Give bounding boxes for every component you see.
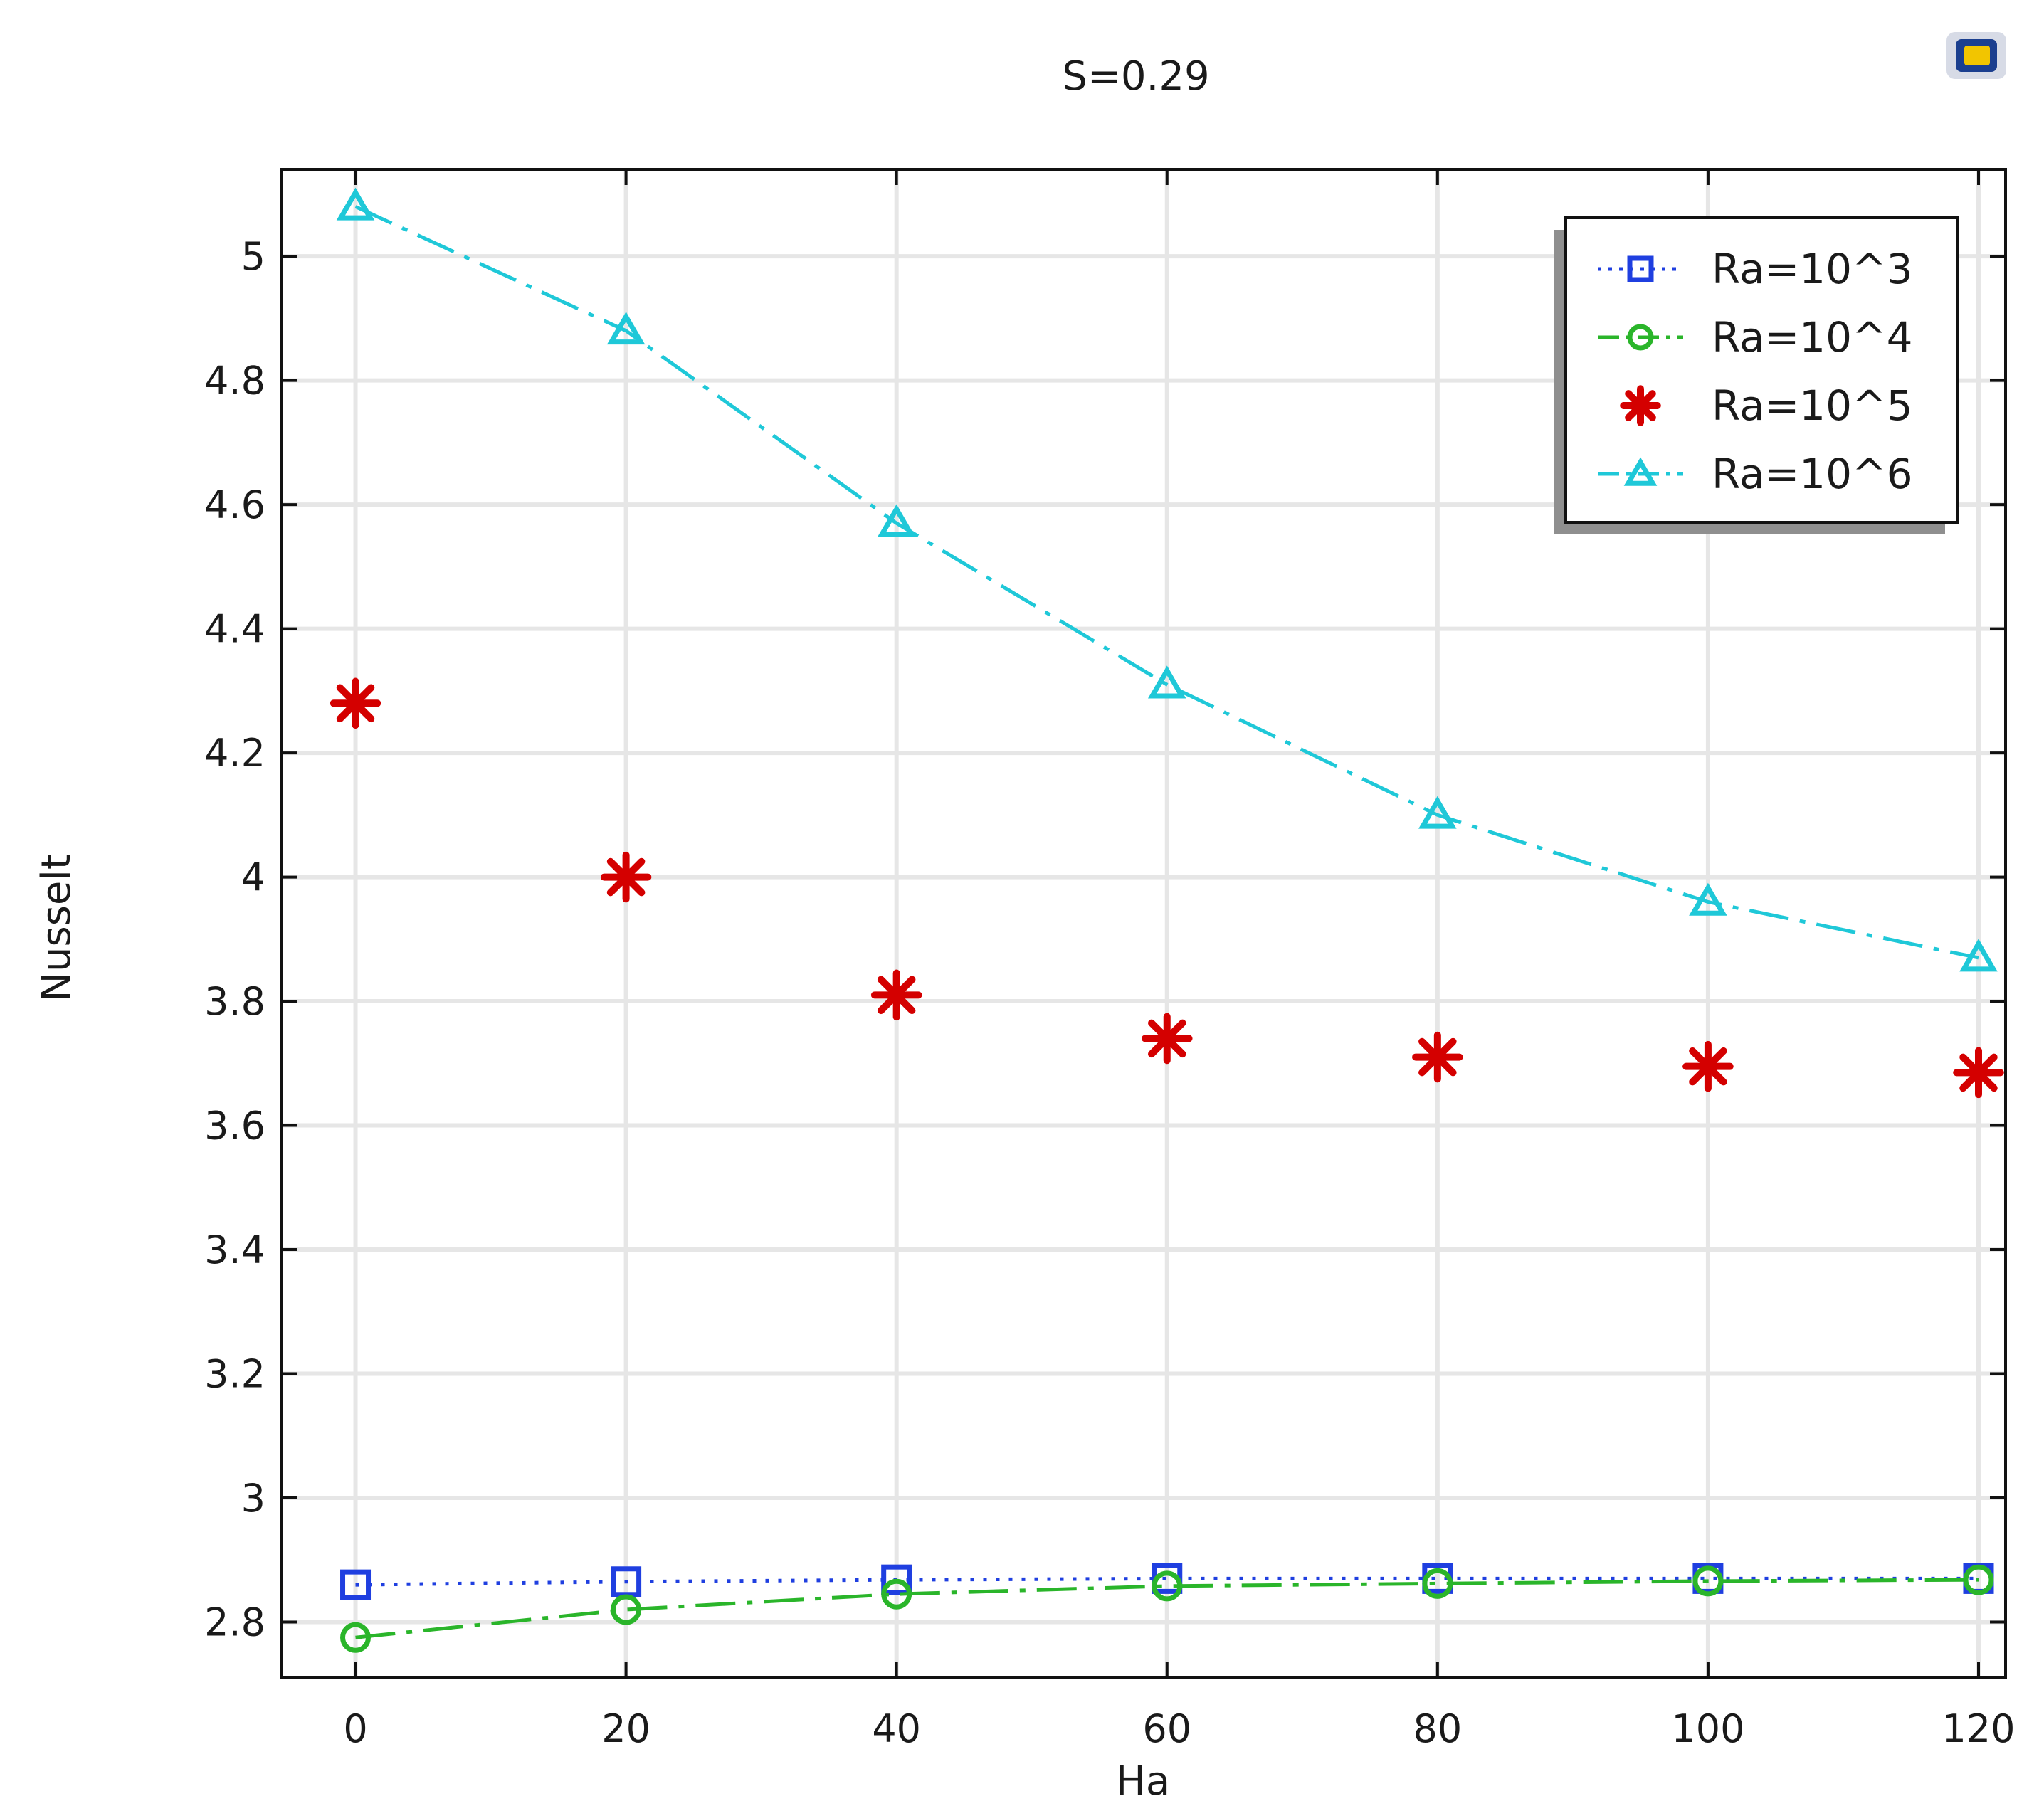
x-tick-label: 100 [1671,1706,1744,1751]
series-line [354,205,1979,960]
data-point [1689,882,1727,916]
data-point [877,504,916,537]
data-point [881,1564,912,1595]
legend-label: Ra=10^4 [1712,313,1912,361]
y-tick-label: 4.8 [204,359,265,403]
data-point [340,1569,372,1600]
legend-marker [1623,457,1658,486]
legend-entry: Ra=10^5 [1620,381,1912,430]
y-tick-label: 4.6 [204,482,265,527]
legend-marker [1620,385,1661,426]
data-point [1963,1564,1994,1595]
y-tick-label: 4.2 [204,731,265,776]
y-tick-label: 4.4 [204,607,265,652]
data-point [606,312,646,345]
x-tick-label: 40 [872,1706,921,1751]
data-point [1682,1040,1734,1092]
legend-marker [1627,324,1654,351]
data-point [1959,939,1998,972]
data-point [600,851,652,903]
data-point [1422,1568,1453,1599]
legend-label: Ra=10^5 [1712,381,1912,430]
data-point [870,969,922,1021]
series-4 [336,187,1998,972]
y-axis-title: Nusselt [33,854,80,1002]
data-point [1418,796,1457,829]
data-point [1152,1570,1183,1602]
y-tick-label: 5 [241,234,265,279]
image-icon[interactable] [1946,32,2006,79]
data-point [1692,1565,1724,1597]
series-3 [330,677,2004,1099]
y-tick-label: 2.8 [204,1600,265,1644]
plot-frame [280,168,2007,1679]
legend-label: Ra=10^3 [1712,245,1912,293]
chart-title: S=0.29 [1062,53,1209,100]
data-point [340,1622,372,1653]
x-tick-label: 60 [1142,1706,1191,1751]
data-point [330,677,381,729]
legend-label: Ra=10^6 [1712,450,1912,498]
grid [281,169,2006,1678]
data-point [336,187,375,221]
legend: Ra=10^3 Ra=10^4 Ra=10^5 Ra=10^6 [1554,216,1959,534]
series-line [355,1578,1979,1639]
y-tick-label: 3.8 [204,979,265,1024]
series-layer [330,187,2004,1653]
legend-entry: Ra=10^3 [1598,245,1912,293]
x-tick-label: 120 [1942,1706,2015,1751]
legend-entry: Ra=10^6 [1598,450,1912,498]
data-point [1147,665,1186,699]
x-tick-label: 20 [601,1706,650,1751]
ticks: 0 20 40 60 80 100 120 2.8 3 3.2 3.4 3.6 3.8 4 4.2 4.4 4.… [204,169,2016,1751]
y-tick-label: 3 [241,1476,265,1521]
series-line [355,1576,1979,1587]
y-tick-label: 3.6 [204,1104,265,1148]
legend-entry: Ra=10^4 [1598,313,1912,361]
x-tick-label: 0 [343,1706,367,1751]
y-tick-label: 4 [241,855,265,900]
x-axis-title: Ha [1116,1758,1170,1801]
data-point [1141,1013,1193,1065]
data-point [881,1578,912,1610]
y-tick-label: 3.2 [204,1352,265,1397]
data-point [1953,1047,2004,1099]
data-point [611,1594,642,1625]
legend-marker [1627,255,1654,282]
y-tick-label: 3.4 [204,1227,265,1272]
series-2 [340,1564,1994,1653]
x-tick-label: 80 [1413,1706,1462,1751]
data-point [1412,1031,1463,1083]
